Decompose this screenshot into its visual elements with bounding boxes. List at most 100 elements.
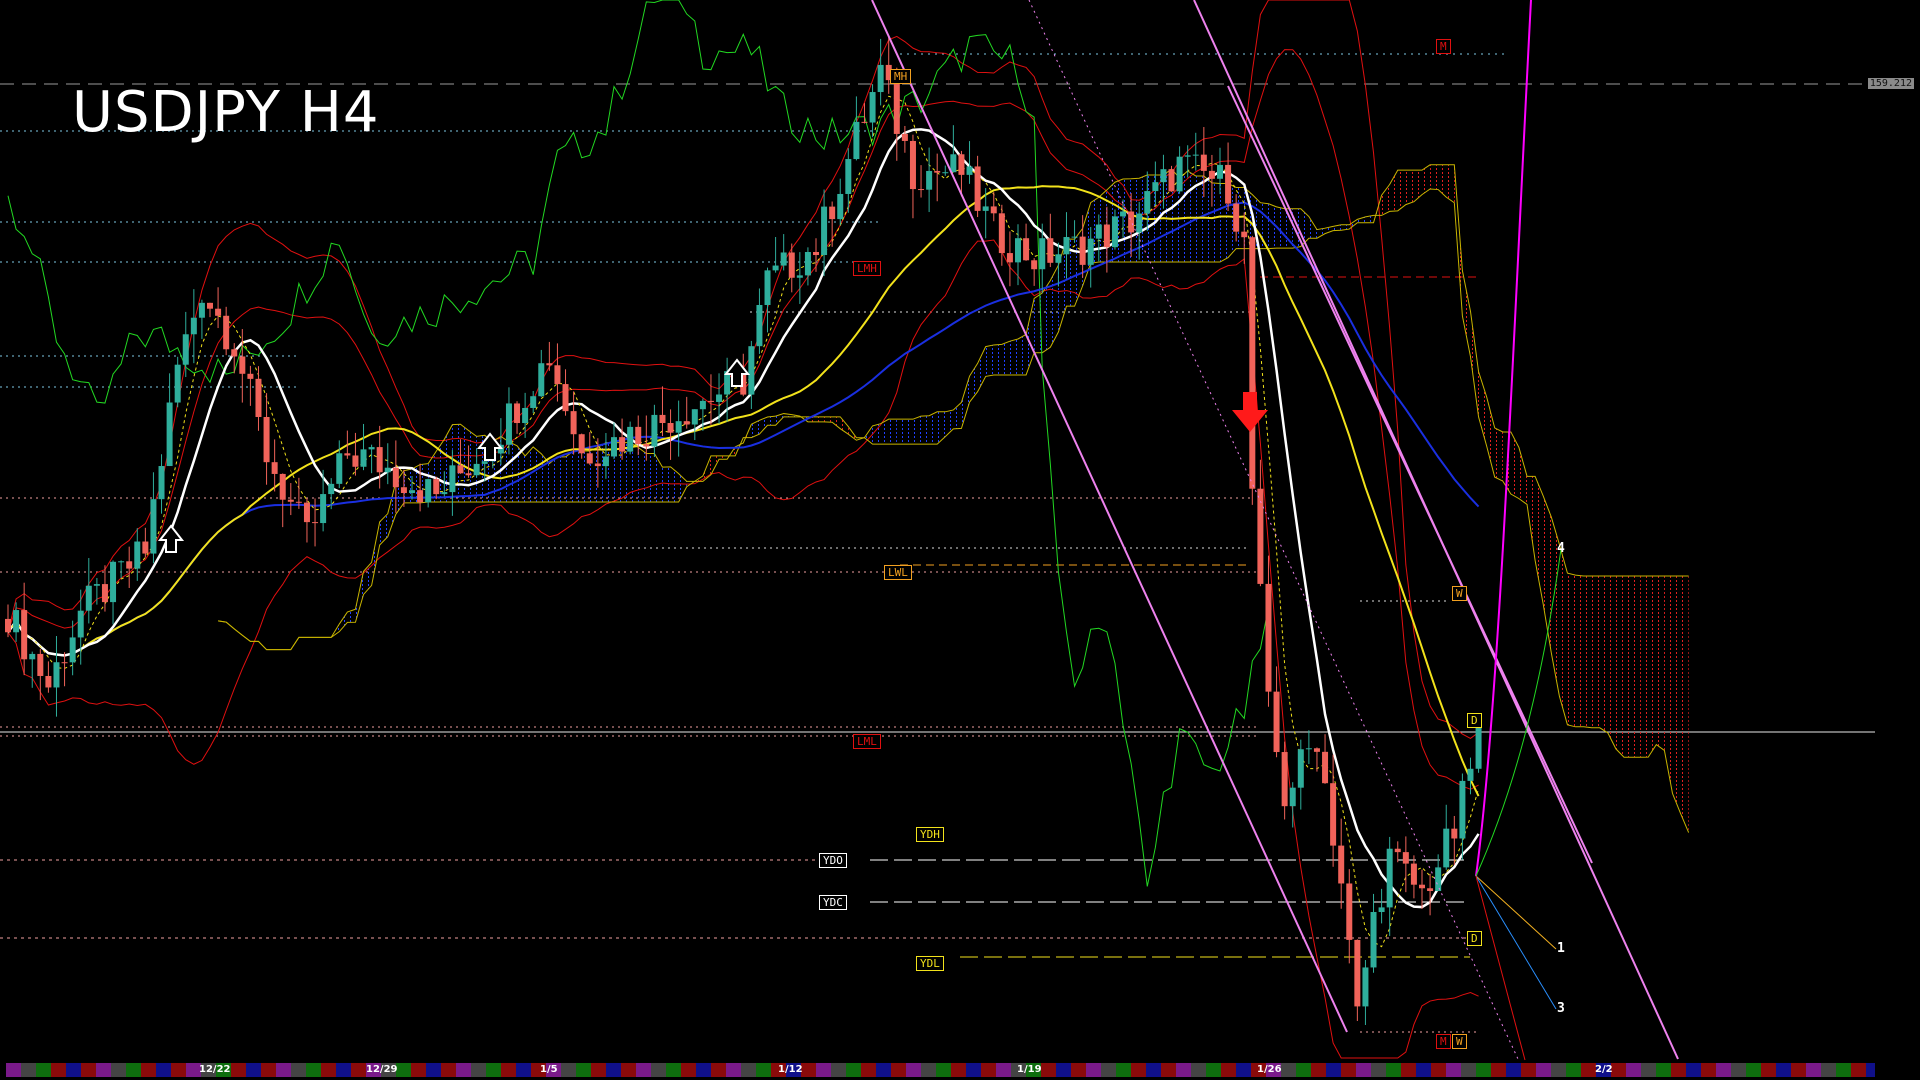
candle-body: [1233, 203, 1240, 232]
candle: [320, 469, 327, 532]
candle-body: [821, 206, 828, 256]
projection-line-1: [1475, 875, 1557, 950]
candle: [368, 444, 375, 474]
candle-body: [554, 365, 561, 385]
candle-body: [223, 315, 230, 350]
date-bar-segment: [1476, 1063, 1491, 1077]
candle: [215, 287, 222, 329]
candle-body: [1378, 907, 1385, 913]
mh-label: MH: [890, 69, 912, 84]
trendlines[interactable]: [871, 0, 1679, 1061]
projection-curve-magenta: [1475, 0, 1532, 877]
candle-body: [215, 308, 222, 316]
date-bar-segment: [1221, 1063, 1236, 1077]
chart-title: USDJPY H4: [72, 80, 380, 145]
candle: [1370, 893, 1377, 973]
candle: [13, 602, 20, 642]
candle-body: [594, 463, 601, 467]
date-bar-segment: [681, 1063, 696, 1077]
date-bar-segment: [1791, 1063, 1806, 1077]
candle-body: [336, 453, 343, 484]
date-bar-segment: [966, 1063, 981, 1077]
candle-body: [142, 541, 149, 554]
date-bar-segment: [1866, 1063, 1875, 1077]
date-bar-segment: [216, 1063, 231, 1077]
candle-body: [1346, 883, 1353, 940]
date-bar-segment: [1026, 1063, 1041, 1077]
cloud-segment: [896, 419, 905, 445]
w-label-bottom: W: [1452, 1034, 1467, 1049]
candle-body: [247, 373, 254, 379]
cloud-segment: [1648, 576, 1657, 758]
date-bar-segment: [141, 1063, 156, 1077]
candle-body: [417, 490, 424, 503]
candle-body: [893, 80, 900, 134]
candle-body: [166, 402, 173, 467]
candle-body: [1023, 238, 1030, 261]
cloud-segment: [1430, 164, 1439, 190]
trendline[interactable]: [871, 0, 1348, 1033]
candle-body: [1120, 211, 1127, 217]
candle-body: [724, 371, 731, 395]
cloud-segment: [1664, 576, 1673, 794]
candle-body: [1475, 726, 1482, 769]
candle-body: [61, 662, 68, 664]
date-bar-segment: [531, 1063, 546, 1077]
candle: [1305, 730, 1312, 765]
date-bar-segment: [1581, 1063, 1596, 1077]
candle: [1225, 142, 1232, 212]
candle: [627, 421, 634, 455]
date-bar-segment: [861, 1063, 876, 1077]
trendline[interactable]: [1227, 85, 1593, 864]
candle-body: [1071, 236, 1078, 238]
date-bar-segment: [1206, 1063, 1221, 1077]
cloud-segment: [953, 402, 962, 429]
candle: [457, 439, 464, 474]
candle-body: [1305, 748, 1312, 750]
date-bar-segment: [1641, 1063, 1656, 1077]
candle: [312, 498, 319, 547]
projection-line-red: [1475, 875, 1526, 1061]
cloud-segment: [872, 423, 881, 445]
date-bar-segment: [1761, 1063, 1776, 1077]
candle: [425, 478, 432, 508]
date-bar-segment: [1716, 1063, 1731, 1077]
candle: [433, 476, 440, 500]
candle: [578, 433, 585, 459]
candle: [1313, 747, 1320, 772]
cloud-segment: [1195, 175, 1204, 263]
candle-body: [926, 170, 933, 190]
candle: [61, 652, 68, 687]
candle: [1289, 782, 1296, 828]
candle: [441, 471, 448, 497]
cloud-segment: [1123, 178, 1132, 263]
date-bar-segment: [1236, 1063, 1251, 1077]
candle-body: [1217, 164, 1223, 179]
trendline-dotted[interactable]: [1028, 0, 1519, 1060]
candle: [142, 527, 149, 558]
candle-body: [1225, 164, 1232, 204]
candle: [295, 477, 302, 509]
date-bar-segment: [786, 1063, 801, 1077]
candle-body: [150, 499, 157, 554]
candle: [287, 483, 294, 516]
m-label-top: M: [1436, 39, 1451, 54]
date-bar-segment: [1101, 1063, 1116, 1077]
candle: [538, 349, 545, 398]
candle-body: [344, 453, 351, 456]
date-bar-segment: [1446, 1063, 1461, 1077]
candle: [772, 236, 779, 273]
cloud-span-a-line: [218, 168, 1690, 833]
candle: [909, 134, 916, 219]
candle-body: [441, 492, 448, 495]
candle-body: [942, 172, 949, 174]
date-bar-segment: [1806, 1063, 1821, 1077]
candle: [877, 38, 884, 106]
candle-body: [1063, 237, 1070, 255]
buy-arrow-icon: [476, 432, 504, 461]
candle: [174, 356, 181, 408]
candle-body: [473, 463, 480, 476]
candle: [1281, 741, 1288, 820]
candle: [1241, 212, 1248, 264]
